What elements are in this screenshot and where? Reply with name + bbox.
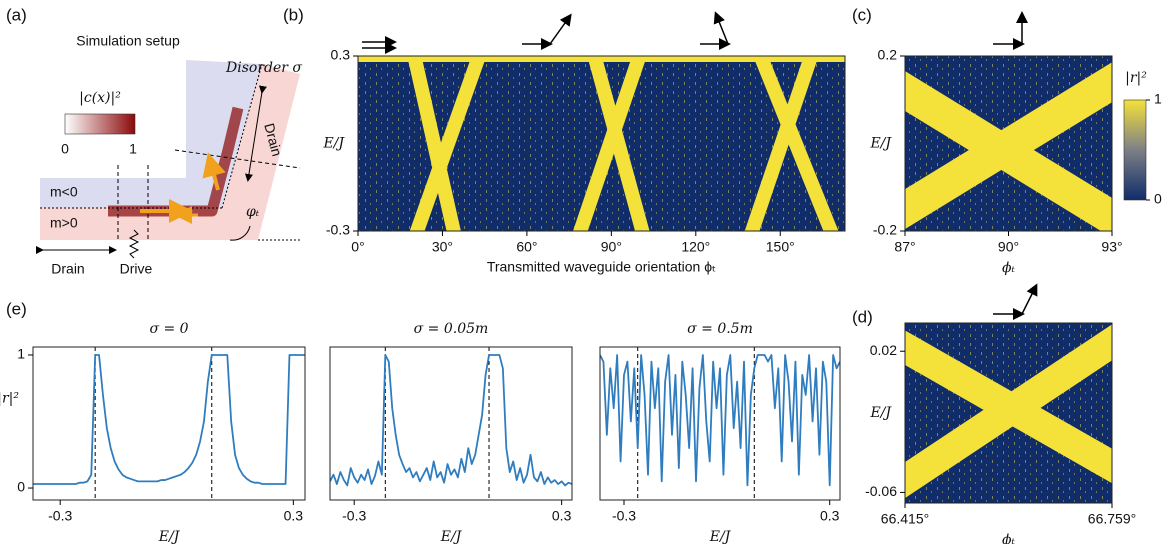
y-tick-label: 0	[17, 479, 25, 495]
y-tick-label: 0.2	[878, 47, 898, 63]
colorbar	[1123, 99, 1147, 201]
setup-diagram: Simulation setup |c(x)|² 0 1 Disorder σ …	[36, 33, 302, 277]
orientation-icons	[362, 11, 1038, 320]
x-tick-label: 120°	[681, 239, 710, 255]
y-tick-label: 0.02	[870, 342, 897, 358]
m-positive: m>0	[50, 215, 78, 231]
band	[409, 56, 487, 231]
density-colorbar	[64, 113, 136, 135]
panel-title: σ = 0	[149, 321, 188, 337]
x-tick-label: 93°	[1101, 239, 1122, 255]
x-tick-label: 66.415°	[881, 511, 929, 527]
colorbar-tick-label: 0	[1154, 191, 1162, 207]
density-tick: 0	[61, 141, 69, 157]
x-axis-label: E/J	[440, 529, 463, 544]
panel-title: σ = 0.05m	[414, 321, 489, 337]
flow-arrow	[202, 152, 226, 191]
plot-area	[33, 347, 305, 500]
x-tick-label: -0.3	[342, 508, 366, 524]
band	[753, 56, 839, 231]
drive-label: Drive	[120, 261, 153, 277]
plot-area	[905, 56, 1112, 231]
band	[905, 62, 1112, 230]
axes-frame	[32, 346, 306, 501]
band	[587, 56, 650, 231]
x-axis-label: ϕₜ	[1002, 260, 1016, 276]
x-tick-label: 0.3	[552, 508, 572, 524]
panel-label: (c)	[852, 5, 872, 24]
x-tick-label: 30°	[432, 239, 453, 255]
band	[905, 324, 1112, 499]
x-tick-label: 60°	[516, 239, 537, 255]
band	[572, 56, 647, 231]
density-tick: 1	[129, 141, 137, 157]
band	[744, 56, 819, 231]
y-tick-label: -0.2	[873, 222, 897, 238]
plot-area	[358, 56, 845, 231]
x-tick-label: -0.3	[48, 508, 72, 524]
region-positive	[40, 64, 300, 240]
angle-label: φₜ	[246, 204, 260, 220]
panel-title: σ = 0.5m	[687, 321, 753, 337]
y-axis-label: E/J	[869, 136, 892, 152]
plot-area	[905, 323, 1112, 503]
panel-label: (a)	[6, 5, 27, 24]
x-tick-label: -0.3	[612, 508, 636, 524]
x-tick-label: 90°	[601, 239, 622, 255]
m-negative: m<0	[50, 184, 78, 200]
panel-label: (e)	[6, 299, 27, 318]
disorder-label: Disorder σ	[225, 60, 302, 76]
drain-label: Drain	[51, 261, 84, 277]
angle-arc	[229, 225, 251, 241]
drain-arrow	[244, 85, 267, 182]
band	[407, 56, 461, 231]
plot-area	[600, 347, 840, 500]
y-axis-label: E/J	[322, 136, 345, 152]
axes-frame	[904, 322, 1113, 504]
colorbar-label: |r|²	[1125, 70, 1147, 86]
colorbar-tick-label: 1	[1154, 91, 1162, 107]
data-line	[600, 354, 840, 487]
axes-frame	[357, 55, 846, 232]
y-axis-label: |r|²	[0, 391, 19, 407]
x-tick-label: 66.759°	[1088, 511, 1136, 527]
y-tick-label: 0.3	[331, 47, 351, 63]
x-axis-label: Transmitted waveguide orientation ϕₜ	[487, 259, 716, 275]
x-tick-label: 150°	[766, 239, 795, 255]
data-line	[330, 354, 572, 487]
x-axis-label: E/J	[709, 529, 732, 544]
y-tick-label: -0.3	[326, 222, 350, 238]
y-tick-label: 1	[17, 346, 25, 362]
panel-label: (b)	[283, 5, 304, 24]
x-tick-label: 0.3	[820, 508, 840, 524]
y-axis-label: E/J	[869, 405, 892, 421]
x-axis-label: ϕₜ	[1002, 532, 1016, 544]
cut-line	[174, 149, 301, 169]
panel-label: (d)	[852, 307, 873, 326]
y-tick-label: -0.06	[865, 483, 897, 499]
axes-frame	[329, 346, 573, 501]
x-tick-label: 87°	[894, 239, 915, 255]
density-label: |c(x)|²	[79, 90, 121, 106]
plot-area	[330, 347, 572, 500]
x-tick-label: 90°	[998, 239, 1019, 255]
x-tick-label: 0.3	[284, 508, 304, 524]
x-tick-label: 0°	[351, 239, 364, 255]
data-line	[33, 354, 305, 485]
x-axis-label: E/J	[158, 529, 181, 544]
setup-title: Simulation setup	[76, 33, 180, 49]
drive-wave	[128, 229, 140, 259]
axes-frame	[599, 346, 841, 501]
